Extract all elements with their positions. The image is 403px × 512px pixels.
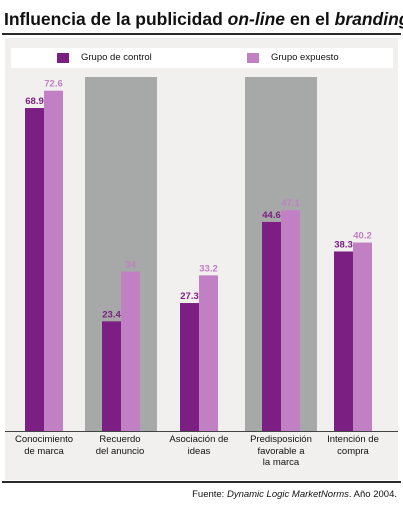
title-text-3: en el bbox=[285, 9, 335, 29]
value-label-control-0: 68.9 bbox=[25, 96, 44, 107]
value-label-control-1: 23.4 bbox=[102, 309, 121, 320]
bar-control-3 bbox=[262, 221, 281, 431]
source-note: Fuente: Dynamic Logic MarketNorms. Año 2… bbox=[192, 489, 397, 501]
value-label-control-2: 27.3 bbox=[180, 291, 199, 302]
value-label-control-3: 44.6 bbox=[262, 210, 281, 221]
source-suffix: . Año 2004. bbox=[348, 489, 397, 500]
bar-control-2 bbox=[180, 303, 199, 431]
chart-title: Influencia de la publicidad on-line en e… bbox=[4, 6, 403, 32]
source-name: Dynamic Logic MarketNorms bbox=[226, 489, 349, 500]
legend-label-expuesto: Grupo expuesto bbox=[271, 52, 339, 63]
bar-control-0 bbox=[25, 108, 44, 431]
legend-swatch-control bbox=[57, 53, 69, 63]
category-label-intencion: Intención de compra bbox=[327, 434, 379, 457]
bar-control-1 bbox=[102, 321, 121, 431]
value-label-expuesto-0: 72.6 bbox=[44, 79, 63, 90]
source-prefix: Fuente: bbox=[192, 489, 227, 500]
value-label-expuesto-1: 34 bbox=[125, 260, 136, 271]
legend-swatch-expuesto bbox=[247, 53, 259, 63]
category-label-conocimiento: Conocimiento de marca bbox=[14, 434, 74, 457]
legend-label-control: Grupo de control bbox=[81, 52, 152, 63]
bottom-rule bbox=[2, 481, 401, 483]
title-text-2: on-line bbox=[227, 9, 286, 29]
bar-expuesto-1 bbox=[121, 271, 140, 431]
category-label-predisposicion: Predisposición favorable a la marca bbox=[250, 434, 312, 468]
value-label-expuesto-4: 40.2 bbox=[353, 231, 372, 242]
chart-legend: Grupo de control Grupo expuesto bbox=[11, 48, 393, 68]
top-rule bbox=[2, 33, 401, 35]
category-label-recuerdo: Recuerdo del anuncio bbox=[95, 434, 145, 457]
category-label-asociacion: Asociación de ideas bbox=[169, 434, 229, 457]
value-label-control-4: 38.3 bbox=[334, 239, 353, 250]
bar-expuesto-2 bbox=[199, 275, 218, 431]
title-text-1: Influencia de la publicidad bbox=[4, 9, 228, 29]
bar-expuesto-0 bbox=[44, 90, 63, 431]
bar-expuesto-4 bbox=[353, 242, 372, 431]
title-text-4: branding bbox=[334, 9, 403, 29]
value-label-expuesto-2: 33.2 bbox=[199, 263, 218, 274]
value-label-expuesto-3: 47.1 bbox=[281, 198, 300, 209]
bar-expuesto-3 bbox=[281, 210, 300, 431]
bar-control-4 bbox=[334, 251, 353, 431]
